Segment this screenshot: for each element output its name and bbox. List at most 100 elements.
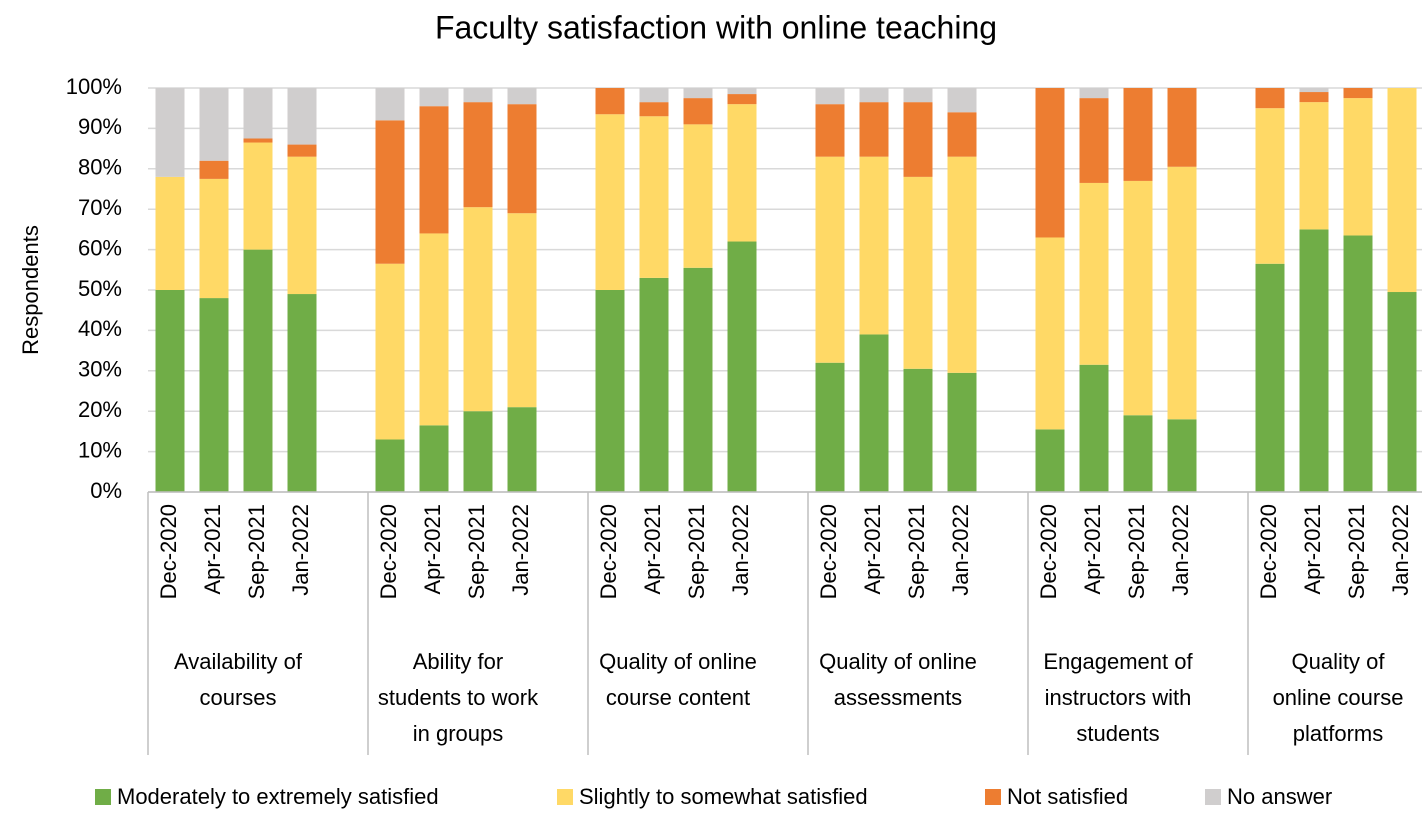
bar-segment (859, 334, 889, 492)
x-tick-label: Dec-2020 (596, 504, 621, 599)
bar-segment (683, 124, 713, 268)
bar-segment (639, 88, 669, 103)
bar-segment (463, 411, 493, 492)
bar-segment (463, 102, 493, 208)
bar-segment (903, 368, 933, 492)
y-tick-label: 50% (78, 276, 122, 301)
x-tick-label: Sep-2021 (684, 504, 709, 599)
bar-segment (903, 88, 933, 103)
x-tick-label: Apr-2021 (860, 504, 885, 595)
group-label: Quality of online course platforms (1273, 649, 1404, 746)
legend-swatch (985, 789, 1001, 805)
bar-segment (859, 88, 889, 103)
bar-segment (1035, 88, 1065, 238)
y-tick-label: 30% (78, 357, 122, 382)
group-label: Engagement of instructors with students (1043, 649, 1193, 746)
bar-segment (815, 362, 845, 492)
y-tick-label: 100% (66, 74, 122, 99)
group-label: Availability of courses (174, 649, 303, 710)
bar-segment (155, 176, 185, 290)
bar-segment (507, 88, 537, 105)
bar-segment (507, 104, 537, 214)
legend-label: Moderately to extremely satisfied (117, 784, 439, 809)
bar-segment (199, 160, 229, 179)
bar-segment (243, 142, 273, 250)
bar-segment (463, 207, 493, 412)
bar-segment (507, 407, 537, 492)
bar-segment (1343, 98, 1373, 236)
x-tick-label: Dec-2020 (1036, 504, 1061, 599)
bar-segment (1299, 88, 1329, 93)
x-tick-label: Dec-2020 (156, 504, 181, 599)
bar-segment (287, 88, 317, 145)
legend-label: Slightly to somewhat satisfied (579, 784, 868, 809)
bar-segment (1079, 98, 1109, 183)
x-tick-label: Sep-2021 (464, 504, 489, 599)
bar-segment (375, 120, 405, 264)
bar-segment (375, 88, 405, 121)
bar-segment (1255, 108, 1285, 264)
bar-segment (1079, 88, 1109, 99)
legend-label: No answer (1227, 784, 1332, 809)
bar-segment (419, 233, 449, 426)
bar-segment (1387, 292, 1417, 492)
bar-segment (947, 88, 977, 113)
chart-title: Faculty satisfaction with online teachin… (435, 9, 997, 45)
bar-segment (595, 290, 625, 492)
y-tick-label: 20% (78, 397, 122, 422)
bar-segment (727, 104, 757, 242)
bar-segment (859, 102, 889, 157)
y-tick-label: 60% (78, 235, 122, 260)
bar-segment (1387, 88, 1417, 293)
legend-swatch (1205, 789, 1221, 805)
x-tick-label: Jan-2022 (728, 504, 753, 596)
x-tick-label: Jan-2022 (948, 504, 973, 596)
y-tick-label: 40% (78, 316, 122, 341)
bar-segment (1079, 364, 1109, 492)
x-tick-label: Apr-2021 (420, 504, 445, 595)
bar-segment (1299, 102, 1329, 230)
bar-segment (155, 88, 185, 177)
bar-segment (243, 138, 273, 143)
bar-segment (903, 176, 933, 369)
bar-segment (727, 241, 757, 492)
bar-segment (815, 88, 845, 105)
bar-segment (1035, 429, 1065, 492)
bar-segment (903, 102, 933, 177)
bar-segment (683, 88, 713, 99)
bar-segment (463, 88, 493, 103)
group-label: Quality of online course content (599, 649, 757, 710)
x-tick-label: Sep-2021 (904, 504, 929, 599)
bar-segment (639, 277, 669, 492)
y-tick-label: 80% (78, 155, 122, 180)
x-tick-label: Sep-2021 (244, 504, 269, 599)
bar-segment (199, 88, 229, 161)
x-tick-label: Jan-2022 (508, 504, 533, 596)
bar-segment (639, 102, 669, 117)
bar-segment (243, 88, 273, 139)
bar-segment (419, 88, 449, 107)
legend-swatch (557, 789, 573, 805)
bar-segment (419, 106, 449, 234)
bar-segment (1167, 419, 1197, 492)
bar-segment (243, 249, 273, 492)
x-tick-label: Dec-2020 (816, 504, 841, 599)
bar-segment (375, 439, 405, 492)
bar-segment (287, 294, 317, 492)
bar-segment (199, 298, 229, 492)
bar-segment (947, 372, 977, 492)
x-tick-label: Apr-2021 (640, 504, 665, 595)
bar-segment (947, 112, 977, 157)
bar-segment (1123, 415, 1153, 492)
bar-segment (815, 156, 845, 363)
bar-segment (1299, 229, 1329, 492)
bar-segment (1035, 237, 1065, 430)
bar-segment (1079, 182, 1109, 365)
bar-segment (815, 104, 845, 157)
y-tick-label: 90% (78, 114, 122, 139)
y-tick-label: 10% (78, 437, 122, 462)
x-tick-label: Apr-2021 (1080, 504, 1105, 595)
bar-segment (1343, 88, 1373, 99)
x-tick-label: Jan-2022 (1168, 504, 1193, 596)
